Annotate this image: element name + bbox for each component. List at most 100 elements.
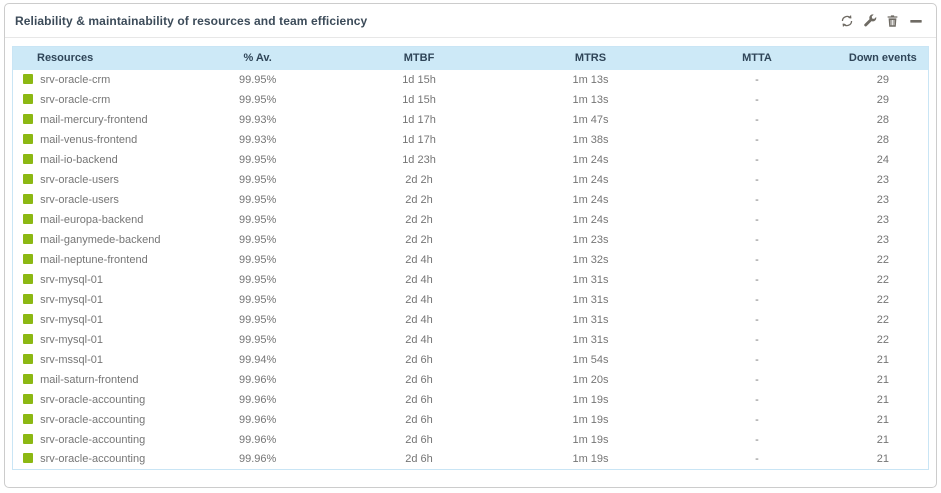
mtrs-cell: 1m 31s <box>504 289 677 310</box>
status-up-icon <box>23 133 33 144</box>
resource-cell[interactable]: srv-oracle-users <box>12 169 182 190</box>
availability-cell: 99.95% <box>181 69 334 90</box>
resource-cell[interactable]: srv-mysql-01 <box>12 289 182 310</box>
resource-cell[interactable]: mail-neptune-frontend <box>12 249 182 270</box>
status-up-icon <box>23 193 33 204</box>
resource-cell[interactable]: srv-mysql-01 <box>12 329 182 350</box>
resource-cell[interactable]: srv-oracle-crm <box>12 69 182 90</box>
down-events-cell: 21 <box>837 369 929 390</box>
resource-cell[interactable]: srv-oracle-crm <box>12 89 182 110</box>
mtta-cell: - <box>676 249 838 270</box>
down-events-cell: 29 <box>837 69 929 90</box>
availability-cell: 99.95% <box>181 229 334 250</box>
availability-cell: 99.93% <box>181 129 334 150</box>
mtta-cell: - <box>676 429 838 450</box>
down-events-cell: 22 <box>837 289 929 310</box>
status-up-icon <box>23 353 33 364</box>
availability-cell: 99.94% <box>181 349 334 370</box>
resource-name: srv-mysql-01 <box>40 293 104 306</box>
mtta-cell: - <box>676 449 838 470</box>
table-row[interactable]: srv-oracle-crm 99.95% 1d 15h 1m 13s - 29 <box>12 69 929 90</box>
table-row[interactable]: mail-saturn-frontend 99.96% 2d 6h 1m 20s… <box>12 369 929 390</box>
availability-cell: 99.93% <box>181 109 334 130</box>
table-row[interactable]: mail-neptune-frontend 99.95% 2d 4h 1m 32… <box>12 249 929 270</box>
down-events-cell: 23 <box>837 229 929 250</box>
table-row[interactable]: srv-mssql-01 99.94% 2d 6h 1m 54s - 21 <box>12 349 929 370</box>
resource-cell[interactable]: mail-mercury-frontend <box>12 109 182 130</box>
resource-cell[interactable]: mail-venus-frontend <box>12 129 182 150</box>
mtta-cell: - <box>676 309 838 330</box>
refresh-button[interactable] <box>838 12 855 29</box>
status-up-icon <box>23 313 33 324</box>
trash-icon <box>886 14 899 28</box>
down-events-cell: 28 <box>837 129 929 150</box>
table-row[interactable]: srv-mysql-01 99.95% 2d 4h 1m 31s - 22 <box>12 289 929 310</box>
mtrs-cell: 1m 24s <box>504 149 677 170</box>
availability-cell: 99.95% <box>181 269 334 290</box>
table-row[interactable]: mail-io-backend 99.95% 1d 23h 1m 24s - 2… <box>12 149 929 170</box>
table-row[interactable]: mail-mercury-frontend 99.93% 1d 17h 1m 4… <box>12 109 929 130</box>
resource-cell[interactable]: srv-oracle-accounting <box>12 409 182 430</box>
resource-cell[interactable]: mail-ganymede-backend <box>12 229 182 250</box>
table-row[interactable]: srv-oracle-accounting 99.96% 2d 6h 1m 19… <box>12 449 929 470</box>
resource-name: mail-ganymede-backend <box>40 233 161 246</box>
table-row[interactable]: mail-venus-frontend 99.93% 1d 17h 1m 38s… <box>12 129 929 150</box>
mtta-cell: - <box>676 349 838 370</box>
mtbf-cell: 1d 15h <box>333 69 505 90</box>
mtta-cell: - <box>676 409 838 430</box>
table-row[interactable]: mail-ganymede-backend 99.95% 2d 2h 1m 23… <box>12 229 929 250</box>
table-row[interactable]: srv-oracle-users 99.95% 2d 2h 1m 24s - 2… <box>12 189 929 210</box>
resource-cell[interactable]: srv-mssql-01 <box>12 349 182 370</box>
resource-cell[interactable]: srv-oracle-users <box>12 189 182 210</box>
table-row[interactable]: mail-europa-backend 99.95% 2d 2h 1m 24s … <box>12 209 929 230</box>
table-row[interactable]: srv-mysql-01 99.95% 2d 4h 1m 31s - 22 <box>12 329 929 350</box>
resource-name: srv-oracle-crm <box>40 73 111 86</box>
column-header-mtta: MTTA <box>676 46 838 70</box>
status-up-icon <box>23 233 33 244</box>
status-up-icon <box>23 373 33 384</box>
resource-cell[interactable]: srv-oracle-accounting <box>12 389 182 410</box>
minus-icon <box>909 14 923 28</box>
resource-name: srv-oracle-accounting <box>40 453 146 466</box>
resource-cell[interactable]: srv-mysql-01 <box>12 269 182 290</box>
table-row[interactable]: srv-oracle-accounting 99.96% 2d 6h 1m 19… <box>12 409 929 430</box>
table-row[interactable]: srv-oracle-accounting 99.96% 2d 6h 1m 19… <box>12 429 929 450</box>
availability-cell: 99.95% <box>181 169 334 190</box>
down-events-cell: 21 <box>837 349 929 370</box>
mtta-cell: - <box>676 329 838 350</box>
availability-cell: 99.96% <box>181 409 334 430</box>
mtta-cell: - <box>676 189 838 210</box>
table-row[interactable]: srv-oracle-accounting 99.96% 2d 6h 1m 19… <box>12 389 929 410</box>
reliability-table: Resources % Av. MTBF MTRS MTTA Down even… <box>12 46 929 470</box>
table-row[interactable]: srv-mysql-01 99.95% 2d 4h 1m 31s - 22 <box>12 269 929 290</box>
panel-header: Reliability & maintainability of resourc… <box>5 4 936 38</box>
resource-cell[interactable]: mail-saturn-frontend <box>12 369 182 390</box>
resource-cell[interactable]: mail-europa-backend <box>12 209 182 230</box>
down-events-cell: 21 <box>837 409 929 430</box>
mtrs-cell: 1m 19s <box>504 429 677 450</box>
mtta-cell: - <box>676 129 838 150</box>
table-row[interactable]: srv-mysql-01 99.95% 2d 4h 1m 31s - 22 <box>12 309 929 330</box>
down-events-cell: 21 <box>837 389 929 410</box>
table-row[interactable]: srv-oracle-users 99.95% 2d 2h 1m 24s - 2… <box>12 169 929 190</box>
resource-cell[interactable]: srv-mysql-01 <box>12 309 182 330</box>
table-row[interactable]: srv-oracle-crm 99.95% 1d 15h 1m 13s - 29 <box>12 89 929 110</box>
resource-cell[interactable]: srv-oracle-accounting <box>12 449 182 470</box>
down-events-cell: 23 <box>837 169 929 190</box>
mtrs-cell: 1m 20s <box>504 369 677 390</box>
status-up-icon <box>23 273 33 284</box>
collapse-button[interactable] <box>907 12 924 29</box>
mtrs-cell: 1m 24s <box>504 169 677 190</box>
mtta-cell: - <box>676 169 838 190</box>
resource-name: srv-oracle-accounting <box>40 393 146 406</box>
mtbf-cell: 2d 4h <box>333 309 505 330</box>
delete-button[interactable] <box>884 12 901 29</box>
resource-cell[interactable]: mail-io-backend <box>12 149 182 170</box>
mtrs-cell: 1m 38s <box>504 129 677 150</box>
resource-cell[interactable]: srv-oracle-accounting <box>12 429 182 450</box>
wrench-icon <box>863 13 877 28</box>
table-container: Resources % Av. MTBF MTRS MTTA Down even… <box>12 46 929 470</box>
settings-button[interactable] <box>861 12 878 29</box>
resource-name: srv-oracle-accounting <box>40 413 146 426</box>
mtrs-cell: 1m 24s <box>504 189 677 210</box>
